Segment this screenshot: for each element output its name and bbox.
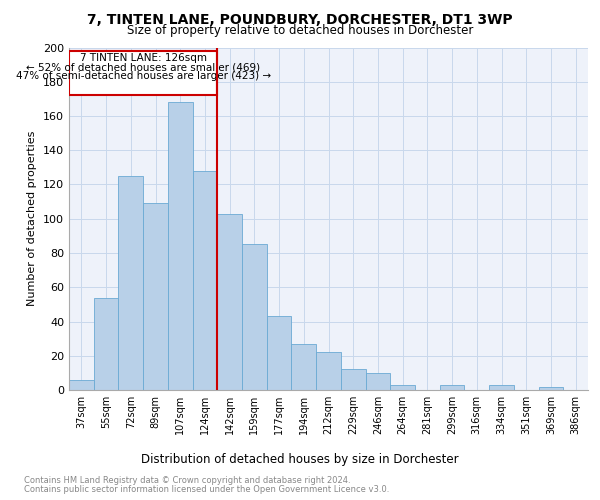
Bar — [489, 385, 514, 390]
Bar — [267, 316, 292, 390]
Text: 7 TINTEN LANE: 126sqm: 7 TINTEN LANE: 126sqm — [80, 54, 206, 64]
Bar — [94, 298, 118, 390]
Bar — [341, 370, 365, 390]
Bar — [217, 214, 242, 390]
Text: Contains HM Land Registry data © Crown copyright and database right 2024.: Contains HM Land Registry data © Crown c… — [24, 476, 350, 485]
Text: Contains public sector information licensed under the Open Government Licence v3: Contains public sector information licen… — [24, 485, 389, 494]
Bar — [193, 171, 217, 390]
Y-axis label: Number of detached properties: Number of detached properties — [28, 131, 37, 306]
Bar — [365, 373, 390, 390]
Bar — [539, 386, 563, 390]
Text: Distribution of detached houses by size in Dorchester: Distribution of detached houses by size … — [141, 452, 459, 466]
Bar — [242, 244, 267, 390]
Bar — [440, 385, 464, 390]
Text: 7, TINTEN LANE, POUNDBURY, DORCHESTER, DT1 3WP: 7, TINTEN LANE, POUNDBURY, DORCHESTER, D… — [87, 12, 513, 26]
Bar — [143, 204, 168, 390]
Bar — [316, 352, 341, 390]
Bar — [292, 344, 316, 390]
Bar — [168, 102, 193, 390]
Bar — [69, 380, 94, 390]
Text: Size of property relative to detached houses in Dorchester: Size of property relative to detached ho… — [127, 24, 473, 37]
Bar — [118, 176, 143, 390]
Bar — [69, 51, 217, 96]
Bar — [390, 385, 415, 390]
Text: 47% of semi-detached houses are larger (423) →: 47% of semi-detached houses are larger (… — [16, 72, 271, 82]
Text: ← 52% of detached houses are smaller (469): ← 52% of detached houses are smaller (46… — [26, 62, 260, 72]
